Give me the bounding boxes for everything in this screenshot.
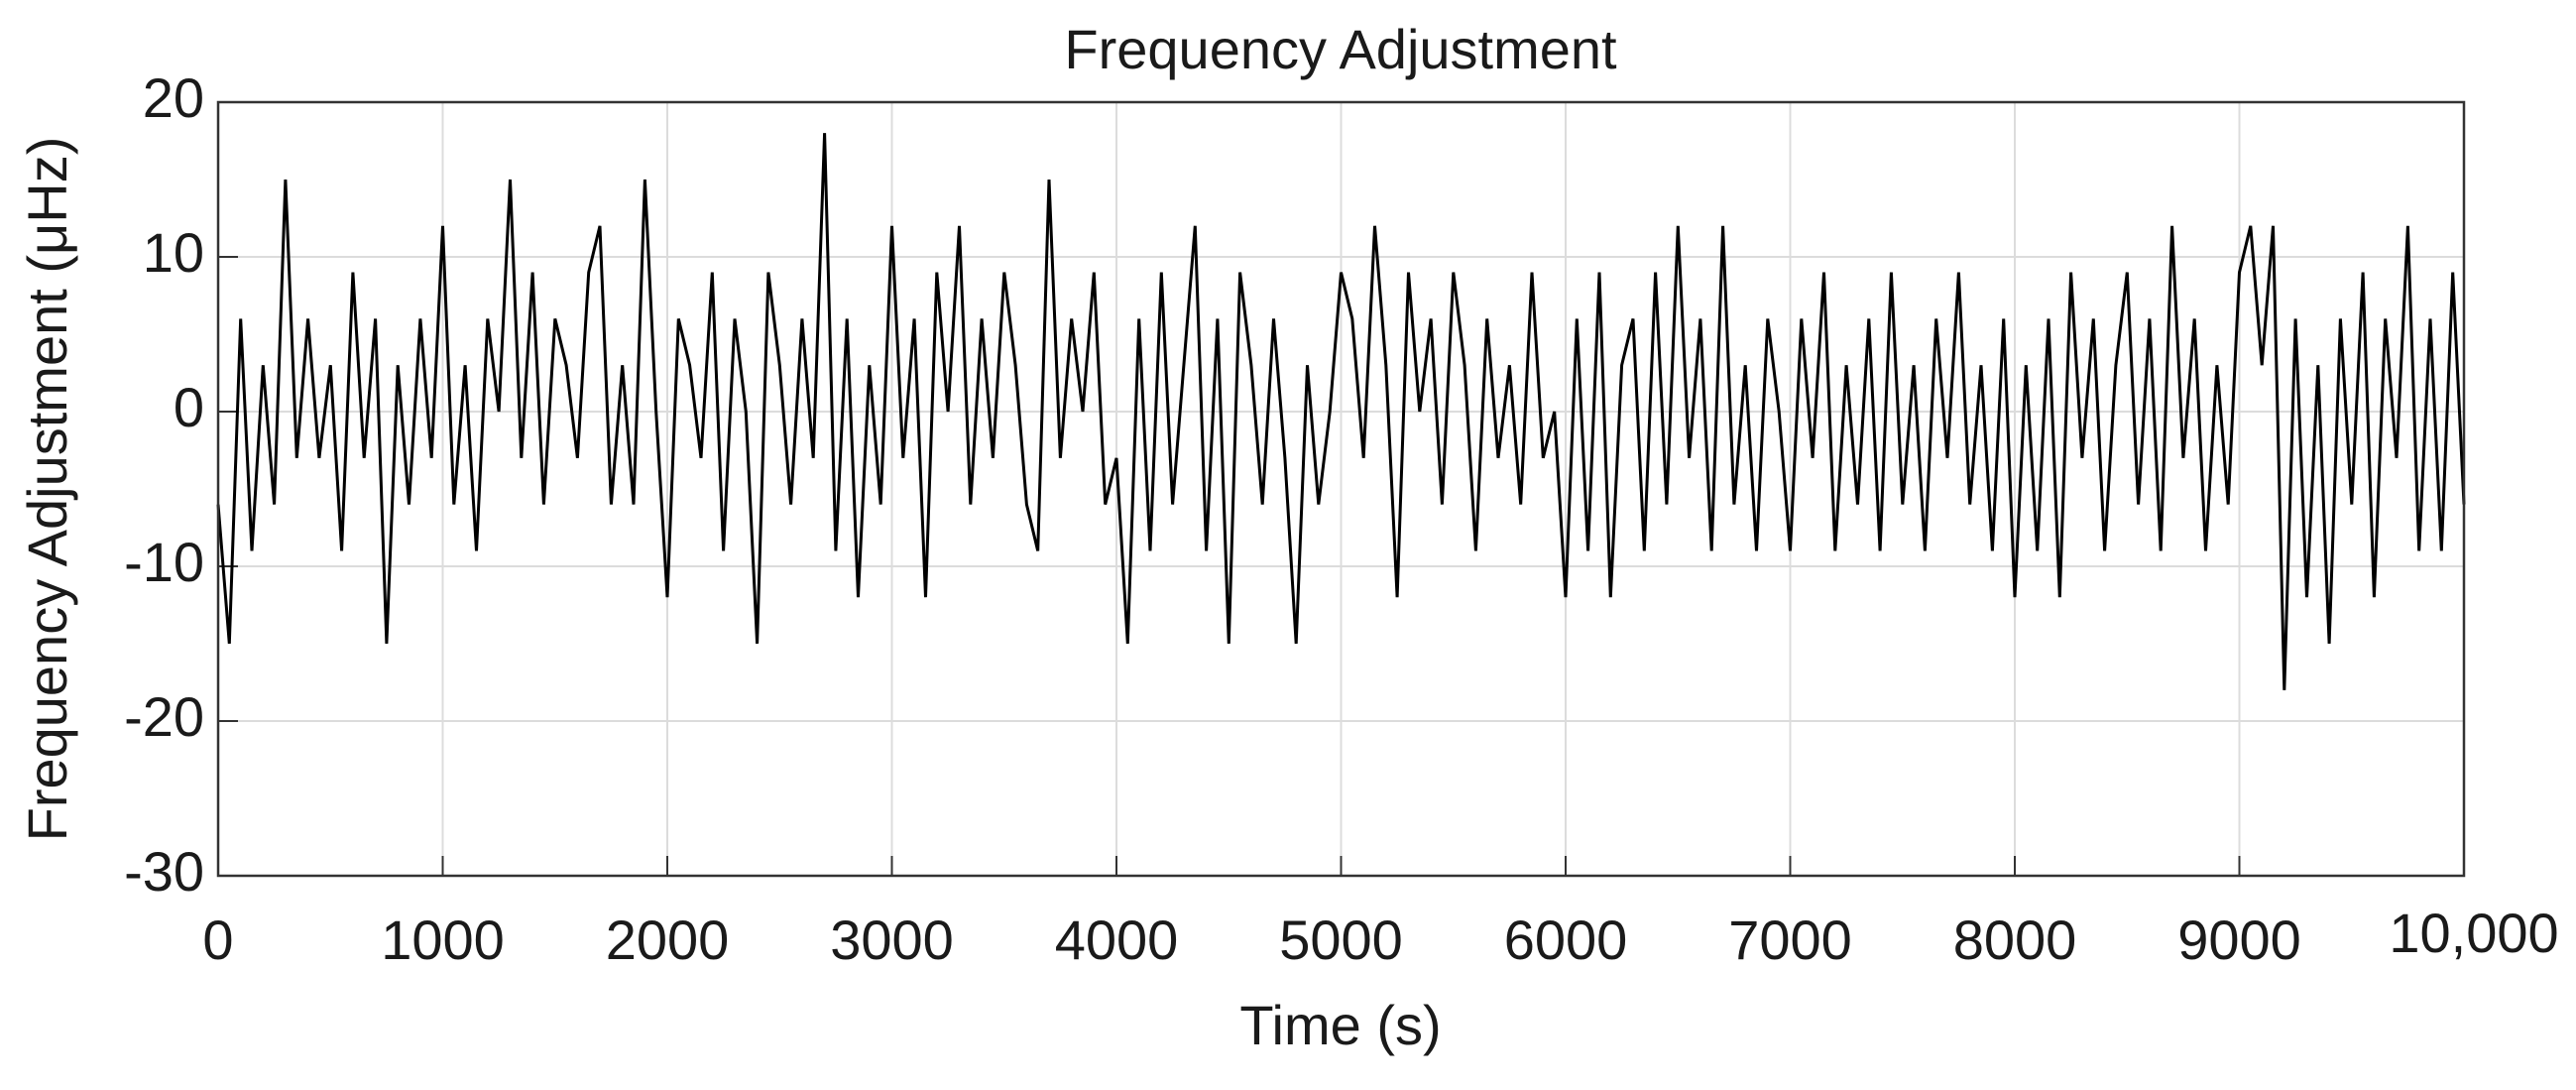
y-tick-label: -10 (124, 531, 204, 593)
x-tick-label: 1000 (381, 908, 505, 971)
data-line (216, 133, 2466, 690)
y-tick-label: 10 (143, 221, 204, 284)
x-tick-label: 10,000 (2389, 902, 2558, 964)
y-tick-label: 0 (174, 376, 204, 438)
y-tick-label: -30 (124, 840, 204, 903)
x-tick-label: 7000 (1728, 908, 1852, 971)
y-axis-title: Frequency Adjustment (μHz) (16, 137, 78, 842)
plot-frame (216, 100, 2466, 878)
y-tick-label: 20 (143, 66, 204, 129)
x-tick-label: 8000 (1953, 908, 2077, 971)
x-tick-label: 5000 (1279, 908, 1403, 971)
x-tick-label: 0 (202, 908, 233, 971)
x-tick-label: 3000 (830, 908, 954, 971)
x-tick-label: 9000 (2177, 908, 2301, 971)
y-tick-label: -20 (124, 685, 204, 748)
x-tick-label: 6000 (1504, 908, 1628, 971)
x-tick-label: 4000 (1055, 908, 1179, 971)
chart-title: Frequency Adjustment (1064, 18, 1617, 80)
x-tick-label: 2000 (606, 908, 730, 971)
x-axis-title: Time (s) (1239, 994, 1441, 1056)
